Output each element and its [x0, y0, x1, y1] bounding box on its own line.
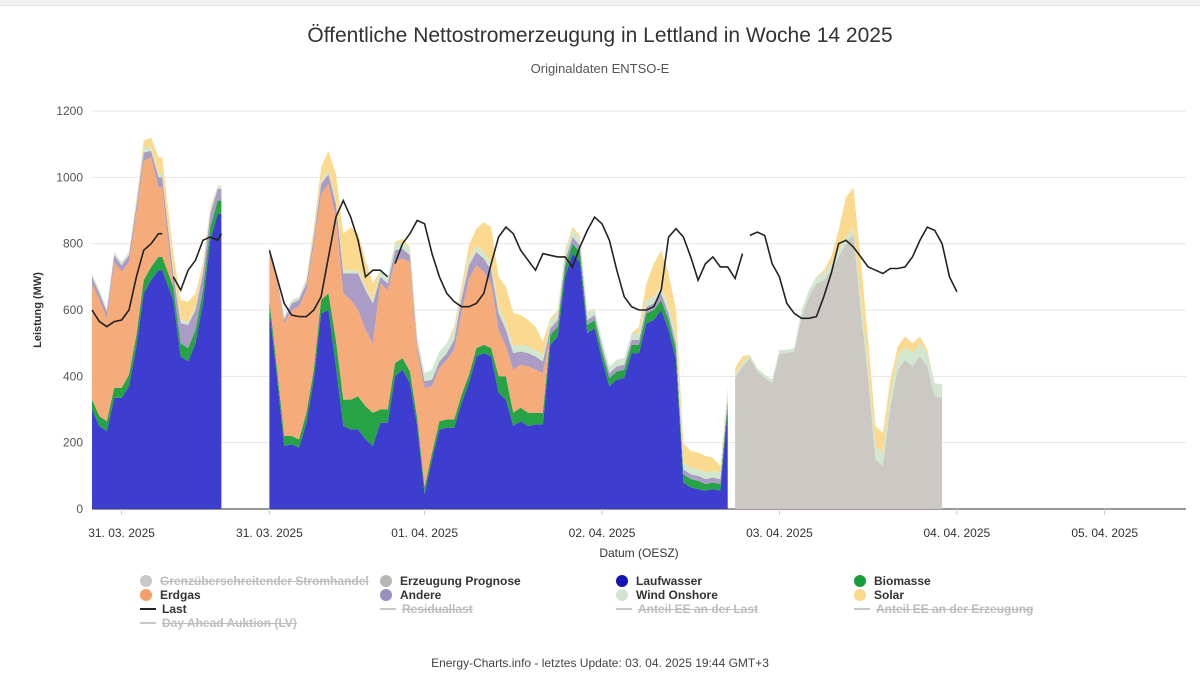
legend-item-laufwasser[interactable]: Laufwasser: [616, 574, 702, 588]
chart-plot: 0 200 400 600 800 1000 1200 Leistung (MW) 31. 03…: [32, 104, 1186, 560]
area-series: [92, 137, 943, 510]
area-andere: [269, 174, 728, 485]
x-tick-label: 05. 04. 2025: [1071, 526, 1138, 540]
legend-symbol: [616, 575, 628, 587]
y-tick-label: 1200: [56, 104, 83, 118]
legend-symbol: [140, 589, 152, 601]
x-tick-label: 01. 04. 2025: [391, 526, 458, 540]
top-border: [0, 0, 1200, 6]
line-last: [172, 233, 223, 293]
legend-item-solar[interactable]: Solar: [854, 588, 904, 602]
y-tick-label: 1000: [56, 170, 83, 184]
legend-label: Anteil EE an der Last: [638, 602, 759, 616]
y-tick-label: 800: [63, 237, 83, 251]
legend-label: Anteil EE an der Erzeugung: [876, 602, 1034, 616]
legend-label: Erdgas: [160, 588, 201, 602]
legend-label: Wind Onshore: [636, 588, 718, 602]
area-erdgas: [269, 184, 728, 488]
legend-item-anteil-ee-an-der-erzeugung[interactable]: Anteil EE an der Erzeugung: [854, 602, 1033, 616]
legend-item-last[interactable]: Last: [140, 602, 187, 616]
legend-symbol: [380, 575, 392, 587]
x-tick-label: 31. 03. 2025: [88, 526, 155, 540]
area-laufwasser: [92, 213, 222, 510]
x-axis-title: Datum (OESZ): [599, 546, 678, 560]
line-last: [268, 198, 389, 318]
x-tick-label: 02. 04. 2025: [569, 526, 636, 540]
legend-label: Erzeugung Prognose: [400, 574, 521, 588]
y-tick-label: 600: [63, 303, 83, 317]
x-tick-label: 31. 03. 2025: [236, 526, 303, 540]
legend-label: Grenzüberschreitender Stromhandel: [160, 574, 369, 588]
legend-item-andere[interactable]: Andere: [380, 588, 441, 602]
legend-label: Laufwasser: [636, 574, 703, 588]
line-last: [91, 232, 163, 328]
legend-label: Last: [162, 602, 187, 616]
legend-label: Andere: [400, 588, 442, 602]
legend-item-erdgas[interactable]: Erdgas: [140, 588, 201, 602]
legend-symbol: [140, 575, 152, 587]
axes: 0 200 400 600 800 1000 1200 Leistung (MW) 31. 03…: [32, 104, 1138, 560]
line-series: [91, 198, 958, 328]
legend-label: Solar: [874, 588, 905, 602]
chart-subtitle: Originaldaten ENTSO-E: [530, 61, 670, 76]
x-tick-label: 04. 04. 2025: [923, 526, 990, 540]
legend-item-wind-onshore[interactable]: Wind Onshore: [616, 588, 718, 602]
y-tick-label: 200: [63, 436, 83, 450]
legend-symbol: [616, 589, 628, 601]
legend-item-residuallast[interactable]: Residuallast: [380, 602, 473, 616]
legend-symbol: [616, 608, 632, 610]
legend-symbol: [380, 608, 396, 610]
legend-item-biomasse[interactable]: Biomasse: [854, 574, 931, 588]
y-tick-label: 400: [63, 369, 83, 383]
legend-label: Residuallast: [402, 602, 473, 616]
y-axis-title: Leistung (MW): [32, 272, 44, 348]
legend-symbol: [140, 608, 156, 610]
area-erdgas: [92, 157, 222, 422]
legend-symbol: [140, 622, 156, 624]
area-erzeugung-prognose: [735, 233, 943, 509]
line-last: [749, 226, 958, 320]
legend-symbol: [854, 608, 870, 610]
legend-item-erzeugung-prognose[interactable]: Erzeugung Prognose: [380, 574, 521, 588]
y-tick-label: 0: [76, 502, 83, 516]
footer-credit: Energy-Charts.info - letztes Update: 03.…: [431, 656, 769, 670]
legend-label: Biomasse: [874, 574, 931, 588]
chart-title: Öffentliche Nettostromerzeugung in Lettl…: [307, 24, 893, 47]
area-laufwasser: [269, 253, 728, 509]
legend-item-day-ahead-auktion-lv-[interactable]: Day Ahead Auktion (LV): [140, 616, 297, 630]
legend-symbol: [854, 589, 866, 601]
legend-symbol: [854, 575, 866, 587]
legend-item-anteil-ee-an-der-last[interactable]: Anteil EE an der Last: [616, 602, 758, 616]
x-tick-label: 03. 04. 2025: [746, 526, 813, 540]
line-last: [394, 215, 744, 311]
legend-item-grenzüberschreitender-stromhandel[interactable]: Grenzüberschreitender Stromhandel: [140, 574, 369, 588]
legend-symbol: [380, 589, 392, 601]
area-solar: [735, 187, 943, 453]
legend-label: Day Ahead Auktion (LV): [162, 616, 297, 630]
